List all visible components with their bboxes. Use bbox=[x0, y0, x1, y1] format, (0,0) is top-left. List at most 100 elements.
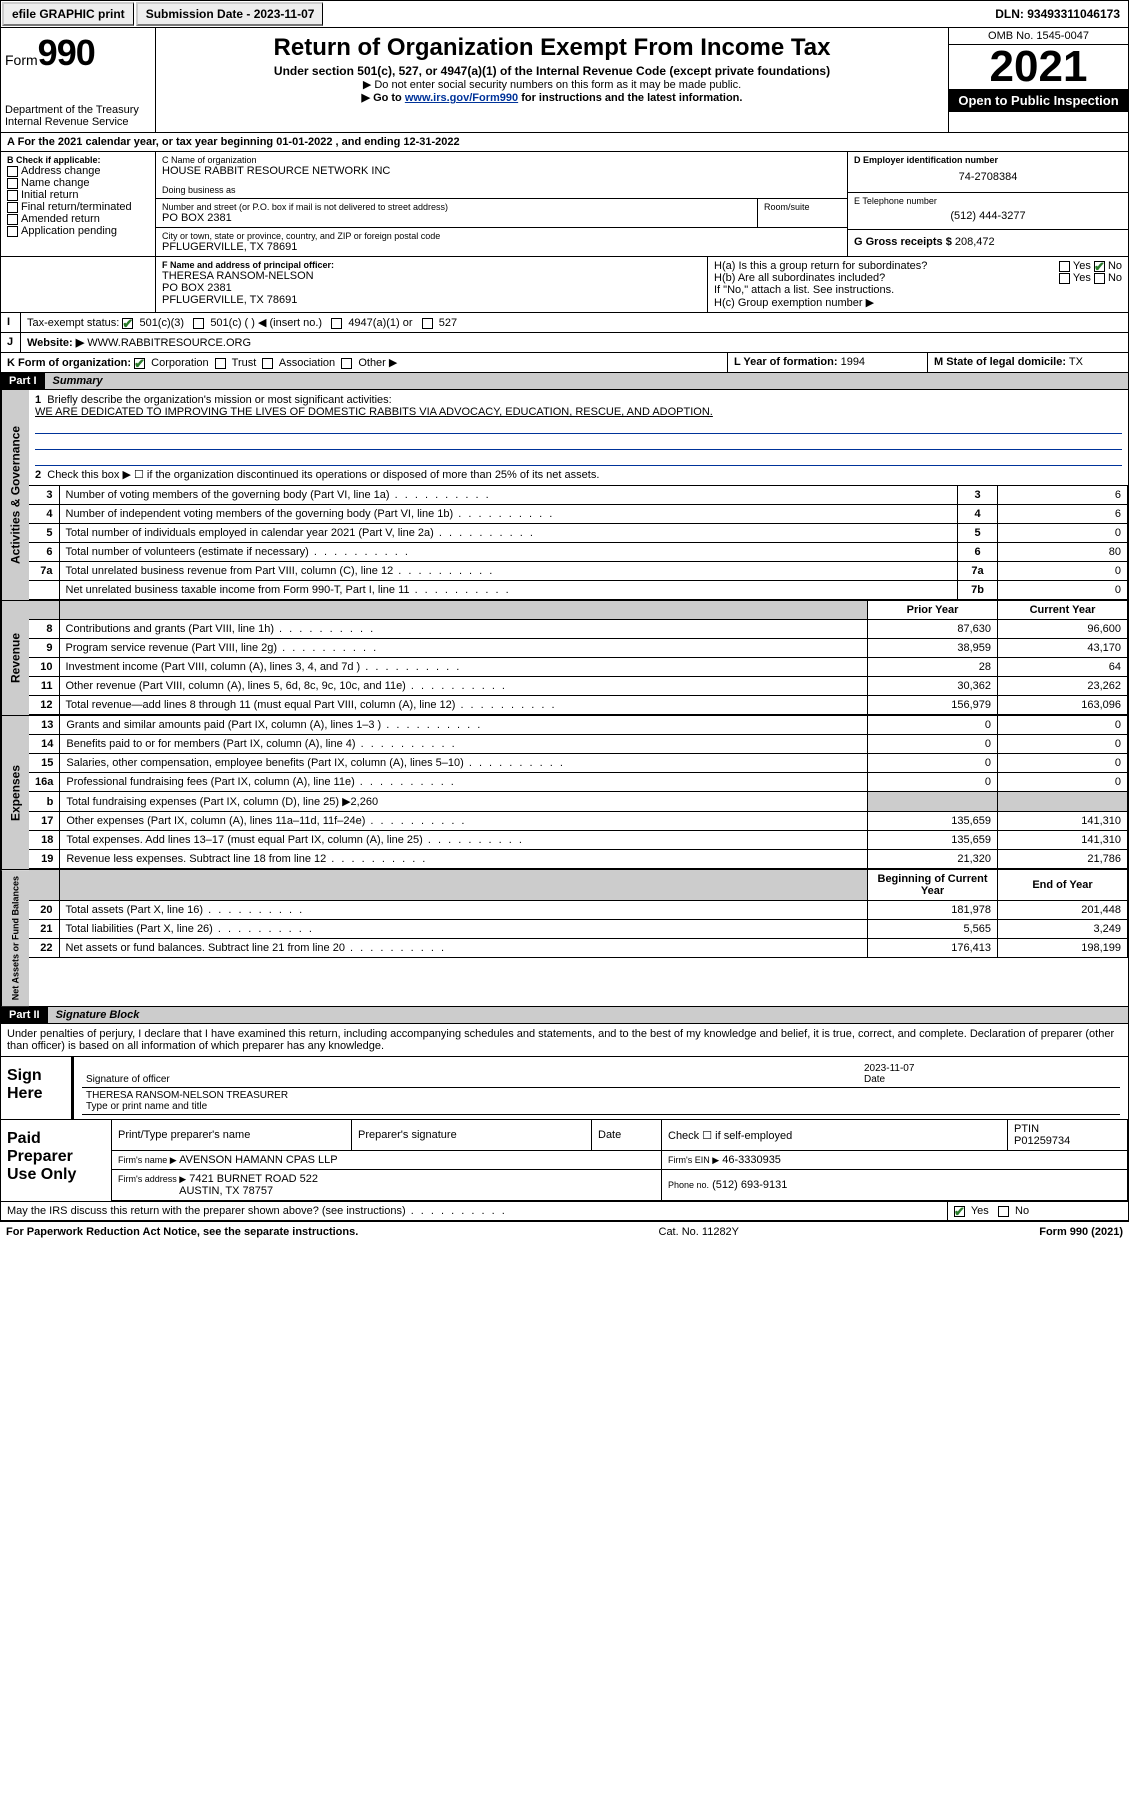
ha-yes[interactable] bbox=[1059, 261, 1070, 272]
line-a: A For the 2021 calendar year, or tax yea… bbox=[1, 133, 1128, 151]
paid-preparer-label: Paid Preparer Use Only bbox=[1, 1120, 111, 1201]
note-ssn: ▶ Do not enter social security numbers o… bbox=[164, 78, 940, 91]
note-goto: ▶ Go to www.irs.gov/Form990 for instruct… bbox=[164, 91, 940, 104]
telephone: (512) 444-3277 bbox=[854, 206, 1122, 226]
part2-title: Signature Block bbox=[48, 1007, 1128, 1023]
sig-name: THERESA RANSOM-NELSON TREASURERType or p… bbox=[82, 1088, 1120, 1115]
irs-link[interactable]: www.irs.gov/Form990 bbox=[405, 92, 518, 104]
top-bar: efile GRAPHIC print Submission Date - 20… bbox=[0, 0, 1129, 28]
l2-text: Check this box ▶ ☐ if the organization d… bbox=[47, 469, 599, 481]
chk-name-change[interactable] bbox=[7, 178, 18, 189]
box-d-label: D Employer identification number bbox=[854, 155, 1122, 165]
paid-preparer-block: Paid Preparer Use Only Print/Type prepar… bbox=[0, 1120, 1129, 1202]
chk-corp[interactable] bbox=[134, 358, 145, 369]
table-activities: 3Number of voting members of the governi… bbox=[29, 486, 1128, 600]
chk-4947[interactable] bbox=[331, 318, 342, 329]
chk-app-pending[interactable] bbox=[7, 226, 18, 237]
part2-header: Part II bbox=[1, 1007, 48, 1023]
room-label: Room/suite bbox=[757, 199, 847, 227]
ha-label: H(a) Is this a group return for subordin… bbox=[714, 260, 927, 272]
page-footer: For Paperwork Reduction Act Notice, see … bbox=[0, 1221, 1129, 1242]
vtab-netassets: Net Assets or Fund Balances bbox=[1, 870, 29, 1006]
website-value: WWW.RABBITRESOURCE.ORG bbox=[87, 337, 251, 349]
form-number: Form990 bbox=[5, 32, 151, 74]
hb-no[interactable] bbox=[1094, 273, 1105, 284]
prep-name-label: Print/Type preparer's name bbox=[112, 1120, 352, 1151]
form-title: Return of Organization Exempt From Incom… bbox=[164, 34, 940, 62]
section-fh: F Name and address of principal officer:… bbox=[0, 257, 1129, 313]
chk-initial-return[interactable] bbox=[7, 190, 18, 201]
chk-other[interactable] bbox=[341, 358, 352, 369]
form-header: Form990 Department of the Treasury Inter… bbox=[0, 28, 1129, 133]
l1-label: Briefly describe the organization's miss… bbox=[47, 394, 391, 406]
form-subtitle: Under section 501(c), 527, or 4947(a)(1)… bbox=[164, 64, 940, 78]
officer-name: THERESA RANSOM-NELSON bbox=[162, 270, 701, 282]
sign-here-label: Sign Here bbox=[1, 1057, 71, 1119]
year-formation: 1994 bbox=[841, 356, 865, 368]
officer-addr1: PO BOX 2381 bbox=[162, 282, 701, 294]
dln: DLN: 93493311046173 bbox=[987, 1, 1128, 27]
prep-date-label: Date bbox=[592, 1120, 662, 1151]
firm-ein: 46-3330935 bbox=[722, 1154, 781, 1166]
mission-text: WE ARE DEDICATED TO IMPROVING THE LIVES … bbox=[35, 406, 1122, 418]
footer-right: Form 990 (2021) bbox=[1039, 1226, 1123, 1238]
irs-label: Internal Revenue Service bbox=[5, 116, 151, 128]
street: PO BOX 2381 bbox=[162, 212, 751, 224]
chk-527[interactable] bbox=[422, 318, 433, 329]
website-label: Website: ▶ bbox=[27, 337, 84, 349]
footer-mid: Cat. No. 11282Y bbox=[659, 1226, 740, 1238]
officer-addr2: PFLUGERVILLE, TX 78691 bbox=[162, 294, 701, 306]
chk-501c3[interactable] bbox=[122, 318, 133, 329]
sig-officer-line[interactable]: Signature of officer bbox=[82, 1061, 860, 1088]
chk-final-return[interactable] bbox=[7, 202, 18, 213]
table-revenue: Prior YearCurrent Year8Contributions and… bbox=[29, 601, 1128, 715]
part1-header: Part I bbox=[1, 373, 45, 389]
vtab-activities: Activities & Governance bbox=[1, 390, 29, 600]
ptin: P01259734 bbox=[1014, 1135, 1070, 1147]
table-expenses: 13Grants and similar amounts paid (Part … bbox=[29, 716, 1128, 869]
dba-label: Doing business as bbox=[162, 185, 841, 195]
perjury-text: Under penalties of perjury, I declare th… bbox=[0, 1024, 1129, 1057]
line-k-label: K Form of organization: bbox=[7, 357, 131, 369]
part1-title: Summary bbox=[45, 373, 1128, 389]
firm-addr: 7421 BURNET ROAD 522 bbox=[189, 1173, 318, 1185]
may-irs-discuss: May the IRS discuss this return with the… bbox=[7, 1205, 406, 1217]
chk-assoc[interactable] bbox=[262, 358, 273, 369]
gross-receipts: 208,472 bbox=[955, 236, 995, 248]
open-to-public: Open to Public Inspection bbox=[949, 89, 1128, 112]
chk-501c[interactable] bbox=[193, 318, 204, 329]
vtab-revenue: Revenue bbox=[1, 601, 29, 715]
box-c-label: C Name of organization bbox=[162, 155, 841, 165]
chk-amended[interactable] bbox=[7, 214, 18, 225]
efile-print-button[interactable]: efile GRAPHIC print bbox=[2, 2, 134, 26]
ha-no[interactable] bbox=[1094, 261, 1105, 272]
line-i-label: Tax-exempt status: bbox=[27, 317, 119, 329]
city: PFLUGERVILLE, TX 78691 bbox=[162, 241, 841, 253]
org-name: HOUSE RABBIT RESOURCE NETWORK INC bbox=[162, 165, 841, 177]
hb-note: If "No," attach a list. See instructions… bbox=[714, 284, 1122, 296]
vtab-expenses: Expenses bbox=[1, 716, 29, 869]
discuss-yes[interactable] bbox=[954, 1206, 965, 1217]
dept-treasury: Department of the Treasury bbox=[5, 104, 151, 116]
line-i-letter: I bbox=[1, 313, 21, 332]
city-label: City or town, state or province, country… bbox=[162, 231, 841, 241]
prep-selfemp: Check ☐ if self-employed bbox=[662, 1120, 1008, 1151]
firm-phone: (512) 693-9131 bbox=[712, 1179, 787, 1191]
sign-here-block: Sign Here Signature of officer 2023-11-0… bbox=[0, 1057, 1129, 1120]
firm-name: AVENSON HAMANN CPAS LLP bbox=[179, 1154, 338, 1166]
state-domicile: TX bbox=[1069, 356, 1083, 368]
chk-trust[interactable] bbox=[215, 358, 226, 369]
chk-address-change[interactable] bbox=[7, 166, 18, 177]
hc-label: H(c) Group exemption number ▶ bbox=[714, 296, 1122, 309]
discuss-no[interactable] bbox=[998, 1206, 1009, 1217]
footer-left: For Paperwork Reduction Act Notice, see … bbox=[6, 1226, 358, 1238]
table-netassets: Beginning of Current YearEnd of Year20To… bbox=[29, 870, 1128, 958]
box-b-label: B Check if applicable: bbox=[7, 155, 149, 165]
section-bcdefg: B Check if applicable: Address change Na… bbox=[0, 152, 1129, 257]
street-label: Number and street (or P.O. box if mail i… bbox=[162, 202, 751, 212]
hb-yes[interactable] bbox=[1059, 273, 1070, 284]
submission-date: Submission Date - 2023-11-07 bbox=[136, 2, 324, 26]
box-e-label: E Telephone number bbox=[854, 196, 1122, 206]
box-f-label: F Name and address of principal officer: bbox=[162, 260, 701, 270]
sig-date: 2023-11-07Date bbox=[860, 1061, 1120, 1088]
